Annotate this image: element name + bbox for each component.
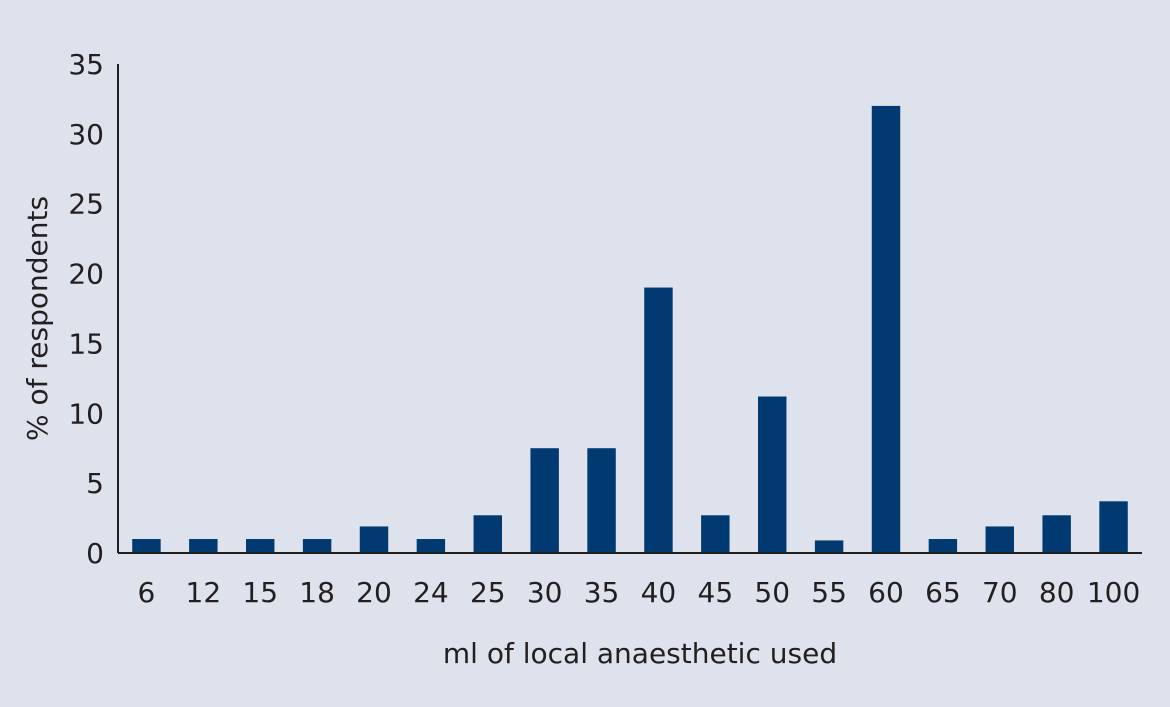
x-tick-label: 100 (1087, 576, 1140, 609)
x-tick-label: 70 (982, 576, 1018, 609)
bar (644, 287, 673, 553)
x-tick-label: 25 (470, 576, 506, 609)
bar (587, 448, 616, 553)
x-tick-label: 20 (356, 576, 392, 609)
x-tick-label: 60 (868, 576, 904, 609)
bar (132, 539, 161, 553)
y-tick-label: 30 (68, 118, 104, 151)
x-tick-label: 15 (242, 576, 278, 609)
x-tick-label: 18 (299, 576, 335, 609)
bar (758, 396, 787, 553)
bar (985, 526, 1014, 553)
bar (871, 105, 901, 554)
y-tick-label: 5 (86, 467, 104, 500)
y-tick-label: 0 (86, 537, 104, 570)
y-tick-label: 20 (68, 258, 104, 291)
x-tick-label: 45 (698, 576, 734, 609)
y-axis-ticks: 0 5 10 15 20 25 30 35 (68, 48, 104, 570)
y-axis-title: % of respondents (21, 196, 54, 441)
x-tick-label: 24 (413, 576, 449, 609)
x-axis-ticks: 6 12 15 18 20 24 25 30 35 40 45 50 55 60 65 70 80 100 (138, 576, 1141, 609)
bar (189, 539, 218, 553)
x-tick-label: 80 (1039, 576, 1075, 609)
x-tick-label: 30 (527, 576, 563, 609)
bar (1099, 501, 1128, 553)
bar (246, 539, 275, 553)
x-tick-label: 40 (641, 576, 677, 609)
bar (814, 540, 844, 553)
x-tick-label: 12 (186, 576, 222, 609)
bar (928, 539, 958, 553)
y-tick-label: 25 (68, 188, 104, 221)
x-tick-label: 6 (138, 576, 156, 609)
y-tick-label: 15 (68, 327, 104, 360)
x-tick-label: 50 (754, 576, 790, 609)
x-tick-label: 35 (584, 576, 620, 609)
y-tick-label: 10 (68, 397, 104, 430)
y-tick-label: 35 (68, 48, 104, 81)
bar (416, 539, 446, 553)
x-tick-label: 55 (811, 576, 847, 609)
bar (701, 515, 730, 553)
bar (530, 448, 559, 553)
bar (302, 539, 332, 553)
bar (359, 526, 389, 553)
bar (1042, 515, 1071, 553)
x-axis-title: ml of local anaesthetic used (443, 637, 837, 670)
bars (132, 105, 1128, 554)
bar (473, 515, 502, 553)
x-tick-label: 65 (925, 576, 961, 609)
